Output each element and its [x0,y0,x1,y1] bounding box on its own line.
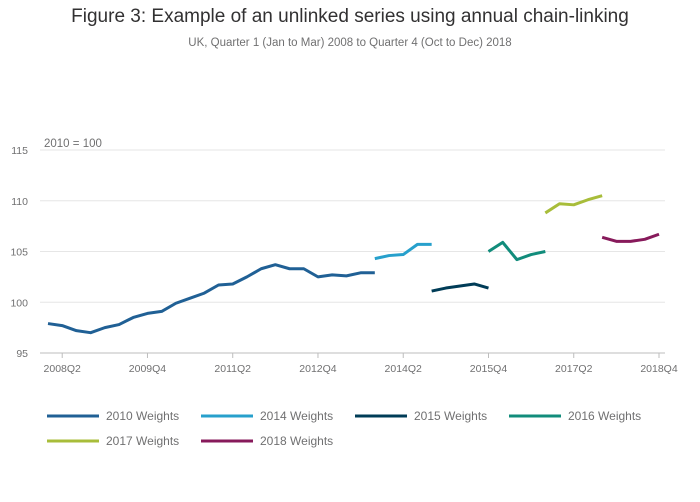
series-line-2018-weights[interactable] [601,232,660,243]
x-tick-label: 2011Q2 [214,363,251,375]
gridlines [40,149,665,354]
x-tick-label: 2015Q4 [470,363,508,375]
series-line-2010-weights[interactable] [47,263,375,335]
legend-label: 2016 Weights [568,409,641,423]
y-axis-label: 2010 = 100 [44,138,102,150]
legend-item[interactable]: 2015 Weights [355,409,487,423]
x-tick-label: 2014Q2 [385,363,423,375]
y-tick-label: 100 [10,297,28,309]
y-tick-label: 110 [11,196,28,208]
legend: 2010 Weights 2014 Weights 2015 Weights 2016… [47,409,641,448]
series-line-2017-weights[interactable] [544,194,603,215]
legend-item[interactable]: 2016 Weights [509,409,641,423]
legend-item[interactable]: 2018 Weights [201,434,333,448]
legend-item[interactable]: 2017 Weights [47,434,179,448]
legend-label: 2010 Weights [106,409,179,423]
x-tick-label: 2012Q4 [299,363,337,375]
x-tick-label: 2009Q4 [129,363,167,375]
chart-subtitle: UK, Quarter 1 (Jan to Mar) 2008 to Quart… [188,37,512,49]
series-lines [47,194,660,335]
y-axis-ticks: 95 100 105 110 115 [10,145,28,360]
y-tick-label: 115 [11,145,28,157]
legend-label: 2014 Weights [260,409,333,423]
x-tick-label: 2017Q2 [555,363,593,375]
legend-label: 2015 Weights [414,409,487,423]
series-line-2014-weights[interactable] [374,242,432,261]
y-tick-label: 105 [10,247,28,259]
x-tick-label: 2008Q2 [44,363,82,375]
x-tick-label: 2018Q4 [640,363,678,375]
legend-item[interactable]: 2014 Weights [201,409,333,423]
legend-label: 2018 Weights [260,434,333,448]
legend-item[interactable]: 2010 Weights [47,409,179,423]
x-axis: 2008Q2 2009Q4 2011Q2 2012Q4 2014Q2 2015Q4 2017… [44,353,678,375]
chart-title: Figure 3: Example of an unlinked series … [71,6,629,27]
series-line-2016-weights[interactable] [487,240,546,262]
series-line-2015-weights[interactable] [431,282,489,293]
y-tick-label: 95 [16,348,28,360]
legend-label: 2017 Weights [106,434,179,448]
